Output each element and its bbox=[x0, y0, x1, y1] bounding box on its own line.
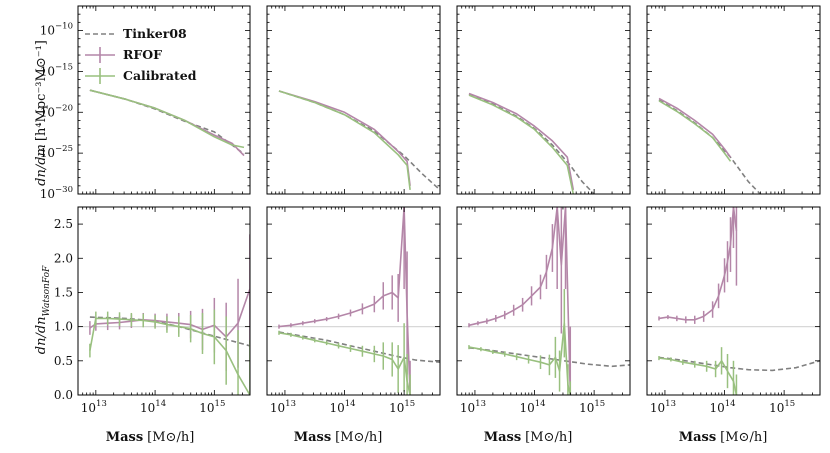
x-axis-label: Mass [M⊙/h] bbox=[484, 430, 573, 445]
top-row-ylabel: dn/dm[h⁴Mpc⁻³M⊙⁻¹] bbox=[34, 40, 49, 186]
y-tick-label: 2.5 bbox=[54, 217, 73, 231]
y-tick-label: 10−30 bbox=[40, 185, 73, 201]
series-line-rfof bbox=[468, 92, 575, 191]
series-line-tinker08 bbox=[658, 99, 761, 194]
x-axis-label: Mass [M⊙/h] bbox=[106, 430, 195, 445]
x-tick-label: 1014 bbox=[709, 399, 735, 415]
panel-frame bbox=[77, 5, 251, 195]
y-tick-label: 1.5 bbox=[54, 285, 73, 299]
y-tick-label: 10−20 bbox=[40, 103, 73, 119]
x-tick-label: 1015 bbox=[389, 399, 415, 415]
x-axis-label: Mass [M⊙/h] bbox=[294, 430, 383, 445]
panel-frame bbox=[646, 206, 821, 396]
legend-label-tinker: Tinker08 bbox=[123, 26, 187, 41]
legend-label-rfof: RFOF bbox=[123, 47, 162, 62]
y-tick-label: 10−25 bbox=[40, 144, 73, 160]
series-line-calibrated bbox=[658, 100, 732, 162]
series-line-tinker08 bbox=[89, 89, 245, 155]
y-tick-label: 2.0 bbox=[54, 251, 73, 265]
panel-frame bbox=[266, 5, 441, 195]
series-line-calibrated bbox=[278, 332, 411, 395]
panel-frame bbox=[456, 5, 631, 195]
series-line-calibrated bbox=[658, 357, 738, 395]
panel-frame bbox=[646, 5, 821, 195]
series-line-rfof bbox=[89, 89, 245, 157]
series-line-rfof bbox=[278, 90, 411, 186]
legend: Tinker08 RFOF Calibrated bbox=[85, 26, 197, 84]
x-tick-label: 1013 bbox=[270, 399, 296, 415]
series-line-tinker08 bbox=[468, 93, 595, 194]
x-tick-label: 1014 bbox=[140, 399, 166, 415]
series-line-calibrated bbox=[468, 94, 575, 194]
x-axis-label: Mass [M⊙/h] bbox=[679, 430, 768, 445]
x-tick-label: 1015 bbox=[769, 399, 795, 415]
bottom-row-ylabel: dn/dnWatsonFoF bbox=[34, 265, 52, 354]
y-tick-label: 0.0 bbox=[54, 388, 73, 402]
x-tick-label: 1014 bbox=[329, 399, 355, 415]
x-tick-label: 1014 bbox=[519, 399, 545, 415]
series-line-calibrated bbox=[278, 90, 411, 190]
x-tick-label: 1013 bbox=[460, 399, 486, 415]
x-tick-label: 1015 bbox=[579, 399, 605, 415]
panel-frame bbox=[456, 206, 631, 396]
x-tick-label: 1015 bbox=[199, 399, 225, 415]
x-tick-label: 1013 bbox=[650, 399, 676, 415]
y-tick-label: 10−10 bbox=[40, 22, 73, 38]
panel-frame bbox=[77, 206, 251, 396]
series-line-tinker08 bbox=[468, 347, 630, 368]
series-line-rfof bbox=[278, 207, 411, 395]
series-line-calibrated bbox=[89, 89, 245, 149]
series-line-rfof bbox=[658, 97, 732, 158]
series-line-tinker08 bbox=[278, 331, 440, 363]
legend-label-calibrated: Calibrated bbox=[123, 68, 197, 83]
y-tick-label: 0.5 bbox=[54, 354, 73, 368]
series-line-tinker08 bbox=[278, 90, 440, 191]
panel-frame bbox=[266, 206, 441, 396]
y-tick-label: 1.0 bbox=[54, 320, 73, 334]
panels-layer: 10−10 10−15 10−20 10−25 10−30 1013 1014 1015 0.0… bbox=[40, 5, 821, 415]
y-tick-label: 10−15 bbox=[40, 62, 73, 78]
x-tick-label: 1013 bbox=[81, 399, 107, 415]
